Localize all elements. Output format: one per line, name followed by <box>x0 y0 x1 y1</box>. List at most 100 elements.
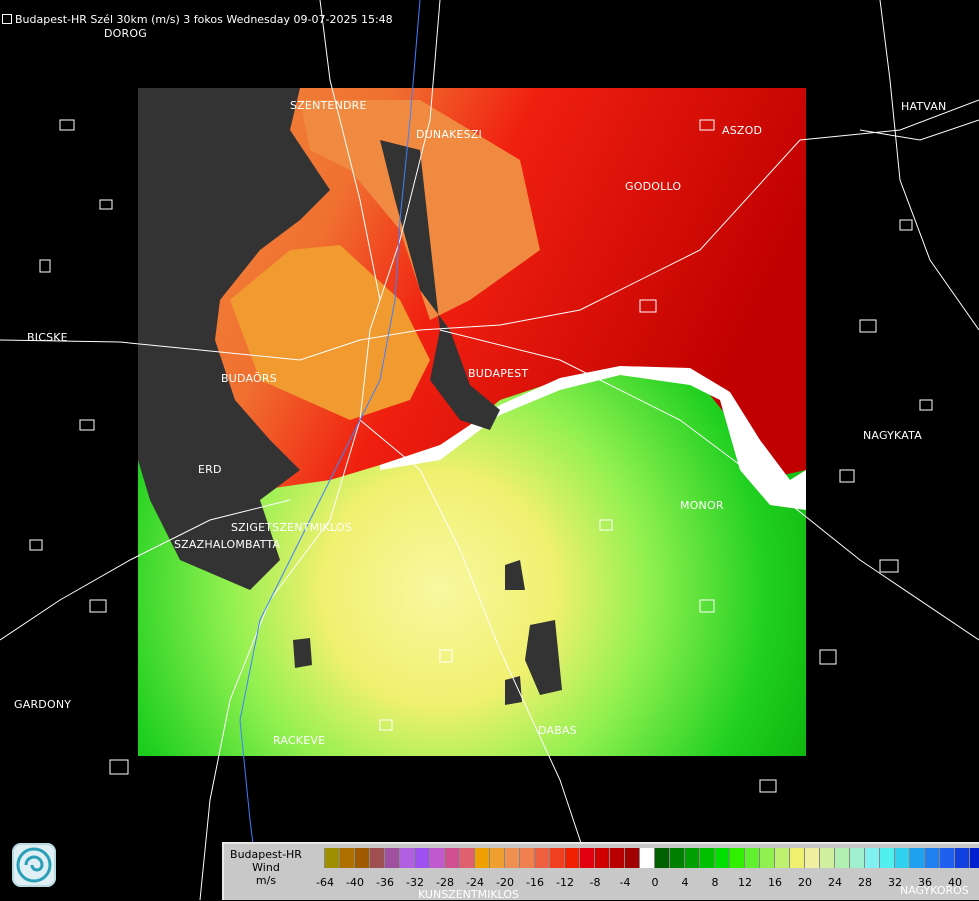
city-rackeve: RACKEVE <box>273 734 326 747</box>
city-dunakeszi: DUNAKESZI <box>416 128 483 141</box>
legend-swatch <box>535 848 550 868</box>
legend-tick-label: 4 <box>681 876 689 889</box>
legend-swatches <box>310 848 979 868</box>
city-godollo: GODOLLO <box>625 180 682 193</box>
legend-tick-label: 12 <box>738 876 752 889</box>
window-icon <box>2 14 12 24</box>
legend-swatch <box>475 848 490 868</box>
legend-swatch <box>895 848 910 868</box>
legend-swatch <box>370 848 385 868</box>
city-dorog: DOROG <box>104 27 147 40</box>
legend-tick-label: -12 <box>556 876 574 889</box>
legend-swatch <box>430 848 445 868</box>
legend-swatch <box>460 848 475 868</box>
legend-tick-label: 16 <box>768 876 782 889</box>
legend-tick-label: -64 <box>316 876 334 889</box>
city-szentendre: SZENTENDRE <box>290 99 367 112</box>
legend-tick-label: -36 <box>376 876 394 889</box>
nodata-small-3 <box>505 676 522 705</box>
legend-swatch <box>880 848 895 868</box>
weather-service-logo <box>12 843 56 887</box>
city-hatvan: HATVAN <box>901 100 947 113</box>
nodata-west <box>138 88 330 590</box>
legend-unit: m/s <box>255 874 277 887</box>
legend-swatch <box>610 848 625 868</box>
city-monor: MONOR <box>680 499 724 512</box>
legend-swatch <box>400 848 415 868</box>
nodata-dabas <box>525 620 562 695</box>
color-legend: Budapest-HR Wind m/s -64 -40 -36 -32 -28 -24-… <box>222 842 979 900</box>
legend-swatch <box>700 848 715 868</box>
legend-variable: Wind <box>252 861 280 874</box>
legend-tick-label: 0 <box>651 876 659 889</box>
legend-tick-label: -8 <box>589 876 601 889</box>
legend-swatch <box>835 848 850 868</box>
legend-swatch <box>685 848 700 868</box>
legend-swatch <box>670 848 685 868</box>
legend-swatch <box>970 848 979 868</box>
legend-tick-label: 20 <box>798 876 812 889</box>
legend-swatch <box>865 848 880 868</box>
title-text: Budapest-HR Szél 30km (m/s) 3 fokos Wedn… <box>15 13 393 26</box>
legend-tick-label: 24 <box>828 876 842 889</box>
nodata-river <box>380 140 500 430</box>
legend-swatch <box>790 848 805 868</box>
legend-swatch <box>955 848 970 868</box>
legend-swatch <box>715 848 730 868</box>
legend-tick-label: 36 <box>918 876 932 889</box>
legend-swatch <box>820 848 835 868</box>
city-szazhalombatta: SZAZHALOMBATTA <box>174 538 281 551</box>
city-nagykoros: NAGYKOROS <box>900 884 969 897</box>
legend-swatch <box>850 848 865 868</box>
city-gardony: GARDONY <box>14 698 72 711</box>
legend-swatch <box>565 848 580 868</box>
legend-swatch <box>505 848 520 868</box>
legend-tick-label: 32 <box>888 876 902 889</box>
legend-swatch <box>385 848 400 868</box>
legend-swatch <box>625 848 640 868</box>
orange-zone <box>230 245 430 420</box>
legend-swatch <box>415 848 430 868</box>
zero-boundary <box>380 366 806 510</box>
legend-swatch <box>340 848 355 868</box>
nodata-small-1 <box>505 560 525 590</box>
river-danube <box>239 0 421 900</box>
town-outlines <box>29 119 933 793</box>
legend-swatch <box>310 848 325 868</box>
legend-radar: Budapest-HR <box>230 848 302 861</box>
swirl-icon <box>16 847 52 883</box>
legend-swatch <box>595 848 610 868</box>
legend-swatch <box>550 848 565 868</box>
legend-swatch <box>940 848 955 868</box>
map-title: Budapest-HR Szél 30km (m/s) 3 fokos Wedn… <box>2 13 393 26</box>
legend-swatch <box>730 848 745 868</box>
legend-tick-label: -32 <box>406 876 424 889</box>
legend-swatch <box>580 848 595 868</box>
legend-swatch <box>745 848 760 868</box>
city-dabas: DABAS <box>538 724 577 737</box>
legend-tick-label: -20 <box>496 876 514 889</box>
legend-swatch <box>445 848 460 868</box>
city-bicske: BICSKE <box>27 331 68 344</box>
legend-tick-label: -24 <box>466 876 484 889</box>
nodata-small-2 <box>293 638 312 668</box>
legend-swatch <box>655 848 670 868</box>
legend-tick-label: -16 <box>526 876 544 889</box>
legend-tick-label: 28 <box>858 876 872 889</box>
city-erd: ERD <box>198 463 222 476</box>
city-nagykata: NAGYKATA <box>863 429 922 442</box>
legend-tick-label: 40 <box>948 876 962 889</box>
legend-swatch <box>775 848 790 868</box>
legend-ticks: -64 -40 -36 -32 -28 -24 -20 -16 -12 -8 -4 0 4 8 12 16 20… <box>310 876 970 892</box>
legend-tick-label: 8 <box>711 876 719 889</box>
legend-swatch <box>520 848 535 868</box>
legend-swatch <box>805 848 820 868</box>
city-budapest: BUDAPEST <box>468 367 529 380</box>
legend-swatch <box>640 848 655 868</box>
city-aszod: ASZOD <box>722 124 763 137</box>
legend-swatch <box>325 848 340 868</box>
legend-swatch <box>760 848 775 868</box>
legend-swatch <box>355 848 370 868</box>
